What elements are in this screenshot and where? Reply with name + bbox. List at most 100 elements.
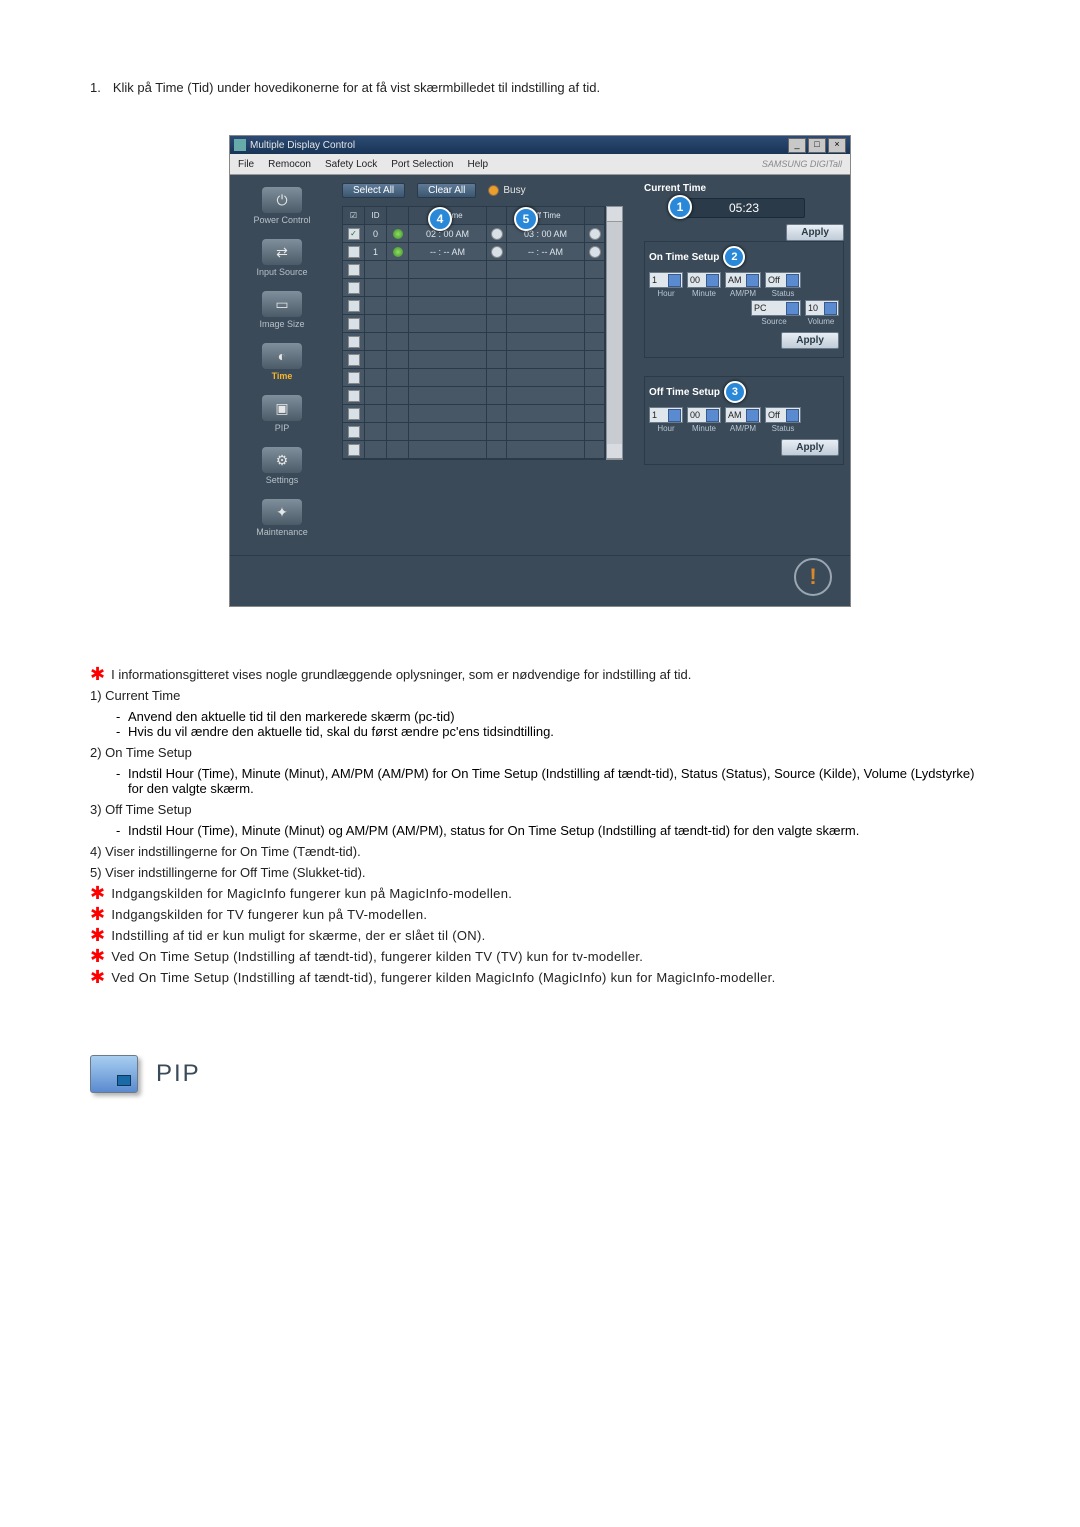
row-checkbox[interactable] <box>343 351 365 369</box>
off-status-select[interactable]: Off <box>765 407 801 423</box>
off-ampm-select[interactable]: AM <box>725 407 761 423</box>
row-ontime: -- : -- AM <box>409 243 487 261</box>
cell <box>487 405 507 423</box>
cell <box>585 387 605 405</box>
off-hour-select[interactable]: 1 <box>649 407 683 423</box>
apply-on-time-button[interactable]: Apply <box>781 332 839 349</box>
cell <box>387 423 409 441</box>
cell <box>387 405 409 423</box>
table-row <box>343 261 605 279</box>
cell <box>585 405 605 423</box>
row-checkbox[interactable] <box>343 369 365 387</box>
pip-title: PIP <box>156 1060 201 1088</box>
on-status-select[interactable]: Off <box>765 272 801 288</box>
sidebar-item-input-source[interactable]: ⇄Input Source <box>230 235 334 287</box>
off-time-setup-title: Off Time Setup <box>649 387 720 398</box>
cell <box>365 261 387 279</box>
on-source-select[interactable]: PC <box>751 300 801 316</box>
row-checkbox[interactable] <box>343 243 365 261</box>
sidebar-item-image-size[interactable]: ▭Image Size <box>230 287 334 339</box>
clear-all-button[interactable]: Clear All <box>417 183 476 198</box>
row-checkbox[interactable] <box>343 261 365 279</box>
cell <box>387 261 409 279</box>
menu-safetylock[interactable]: Safety Lock <box>325 159 377 170</box>
sidebar-item-power-control[interactable]: ⏻Power Control <box>230 183 334 235</box>
sidebar-icon: ▭ <box>262 291 302 317</box>
menu-portselection[interactable]: Port Selection <box>391 159 453 170</box>
row-off-radio[interactable] <box>585 243 605 261</box>
cell <box>585 297 605 315</box>
cell <box>409 351 487 369</box>
window-footer: ! <box>230 555 850 606</box>
cell <box>487 441 507 459</box>
scroll-up-button[interactable] <box>607 207 622 222</box>
sidebar-item-maintenance[interactable]: ✦Maintenance <box>230 495 334 547</box>
sidebar-icon: ⚙ <box>262 447 302 473</box>
numbered-item: 5) Viser indstillingerne for Off Time (S… <box>90 865 990 880</box>
cell <box>585 333 605 351</box>
cell <box>409 387 487 405</box>
close-button[interactable]: × <box>828 138 846 153</box>
cell <box>507 297 585 315</box>
sidebar-item-pip[interactable]: ▣ PIP <box>230 391 334 443</box>
scroll-down-button[interactable] <box>607 444 622 459</box>
table-row: 002 : 00 AM03 : 00 AM <box>343 225 605 243</box>
sidebar-label: PIP <box>230 423 334 433</box>
on-volume-select[interactable]: 10 <box>805 300 839 316</box>
row-off-radio[interactable] <box>585 225 605 243</box>
row-checkbox[interactable] <box>343 333 365 351</box>
row-checkbox[interactable] <box>343 225 365 243</box>
row-on-radio[interactable] <box>487 225 507 243</box>
numbered-item: 1) Current Time <box>90 688 990 703</box>
center-panel: Select All Clear All Busy ☑IDOn TimeOff … <box>334 175 638 555</box>
sidebar-icon: ▣ <box>262 395 302 421</box>
menu-remocon[interactable]: Remocon <box>268 159 311 170</box>
cell <box>409 405 487 423</box>
sidebar-icon: ◐ <box>262 343 302 369</box>
apply-current-time-button[interactable]: Apply <box>786 224 844 241</box>
numbered-item: 2) On Time Setup <box>90 745 990 760</box>
intro-num: 1. <box>90 80 101 95</box>
table-row <box>343 315 605 333</box>
star-icon: ✱ <box>90 907 105 921</box>
sidebar-item-time[interactable]: ◐Time <box>230 339 334 391</box>
row-on-radio[interactable] <box>487 243 507 261</box>
off-min-select[interactable]: 00 <box>687 407 721 423</box>
hdr-id: ID <box>365 207 387 225</box>
cell <box>409 423 487 441</box>
row-checkbox[interactable] <box>343 279 365 297</box>
cell <box>487 261 507 279</box>
alert-icon: ! <box>794 558 832 596</box>
menu-file[interactable]: File <box>238 159 254 170</box>
sidebar-label: Settings <box>230 475 334 485</box>
row-checkbox[interactable] <box>343 297 365 315</box>
screenshot-wrapper: Multiple Display Control _ □ × File Remo… <box>90 135 990 607</box>
badge-2: 2 <box>723 246 745 268</box>
row-checkbox[interactable] <box>343 405 365 423</box>
cell <box>365 297 387 315</box>
apply-off-time-button[interactable]: Apply <box>781 439 839 456</box>
star-icon: ✱ <box>90 928 105 942</box>
menu-help[interactable]: Help <box>467 159 488 170</box>
cell <box>487 315 507 333</box>
on-min-select[interactable]: 00 <box>687 272 721 288</box>
cell <box>409 369 487 387</box>
row-checkbox[interactable] <box>343 315 365 333</box>
sidebar-item-settings[interactable]: ⚙ Settings <box>230 443 334 495</box>
off-status-label: Status <box>765 424 801 433</box>
hdr-onsel <box>487 207 507 225</box>
table-row <box>343 369 605 387</box>
on-hour-select[interactable]: 1 <box>649 272 683 288</box>
grid-scrollbar[interactable] <box>606 206 623 460</box>
row-checkbox[interactable] <box>343 441 365 459</box>
minimize-button[interactable]: _ <box>788 138 806 153</box>
badge-5: 5 <box>514 207 538 231</box>
row-checkbox[interactable] <box>343 387 365 405</box>
cell <box>365 441 387 459</box>
row-checkbox[interactable] <box>343 423 365 441</box>
on-ampm-select[interactable]: AM <box>725 272 761 288</box>
select-all-button[interactable]: Select All <box>342 183 405 198</box>
menubar: File Remocon Safety Lock Port Selection … <box>230 154 850 175</box>
cell <box>487 423 507 441</box>
maximize-button[interactable]: □ <box>808 138 826 153</box>
